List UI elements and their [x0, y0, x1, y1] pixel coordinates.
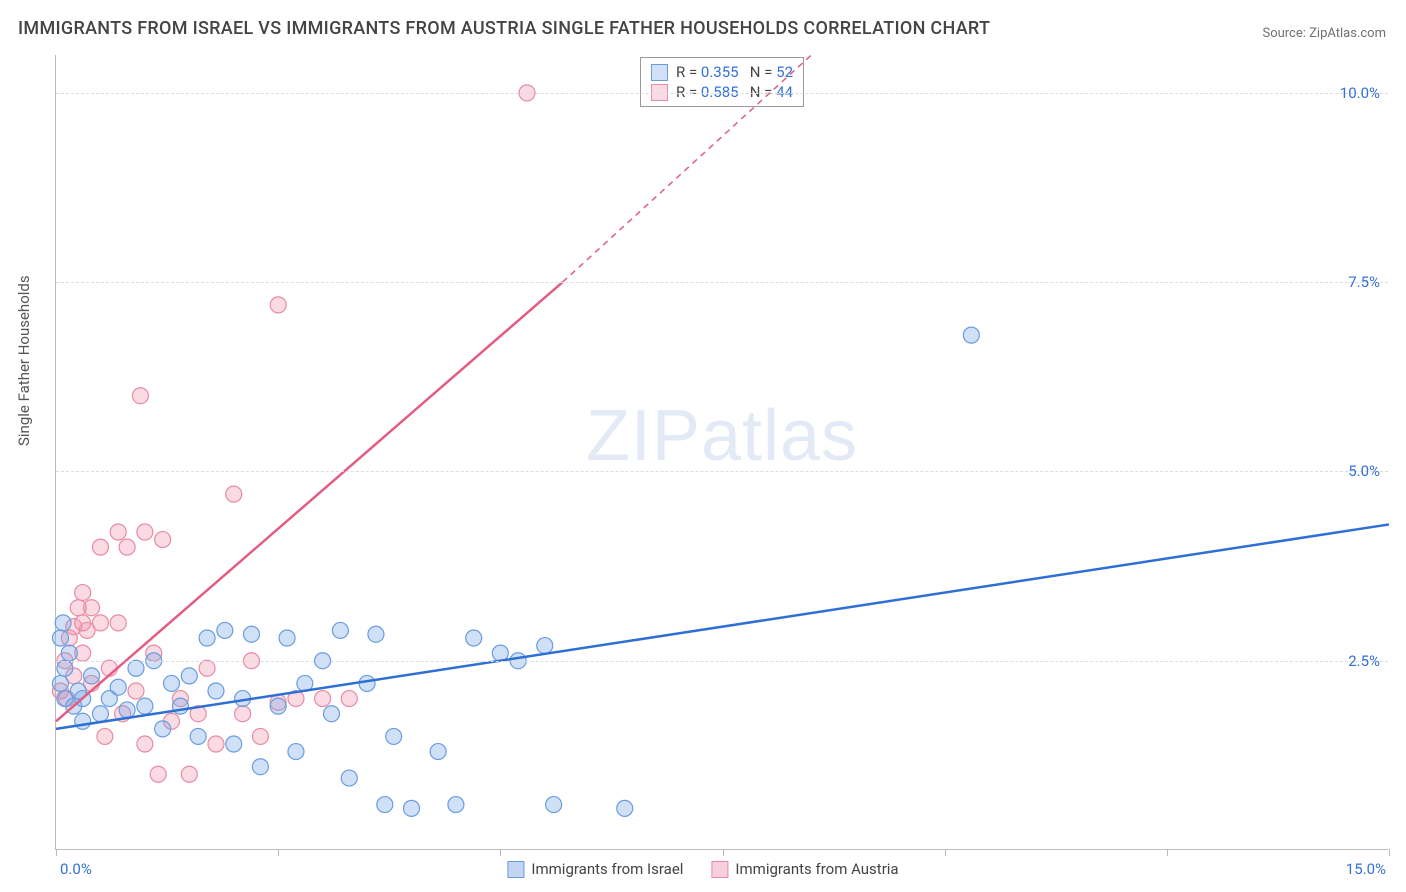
- data-point: [150, 766, 166, 782]
- data-point: [155, 721, 171, 737]
- data-point: [315, 691, 331, 707]
- data-point: [341, 691, 357, 707]
- data-point: [270, 698, 286, 714]
- data-point: [226, 736, 242, 752]
- data-point: [252, 759, 268, 775]
- trend-line-extension: [563, 55, 812, 282]
- legend-swatch: [507, 861, 524, 878]
- data-point: [430, 744, 446, 760]
- data-point: [164, 675, 180, 691]
- data-point: [323, 706, 339, 722]
- data-point: [137, 736, 153, 752]
- data-point: [137, 698, 153, 714]
- data-point: [199, 660, 215, 676]
- data-point: [466, 630, 482, 646]
- data-point: [181, 766, 197, 782]
- x-tick: [500, 849, 501, 856]
- data-point: [217, 622, 233, 638]
- data-point: [270, 297, 286, 313]
- data-point: [84, 668, 100, 684]
- trend-line: [56, 524, 1389, 728]
- data-point: [75, 615, 91, 631]
- legend-item: Immigrants from Austria: [711, 860, 898, 878]
- data-point: [279, 630, 295, 646]
- data-point: [110, 615, 126, 631]
- data-point: [546, 797, 562, 813]
- y-axis-label: Single Father Households: [15, 275, 33, 446]
- trend-line: [56, 282, 563, 721]
- data-point: [963, 327, 979, 343]
- data-point: [226, 486, 242, 502]
- y-tick-label: 5.0%: [1348, 462, 1380, 480]
- data-point: [92, 539, 108, 555]
- data-point: [57, 660, 73, 676]
- data-point: [97, 728, 113, 744]
- x-tick: [723, 849, 724, 856]
- data-point: [199, 630, 215, 646]
- x-tick: [278, 849, 279, 856]
- legend-item: Immigrants from Israel: [507, 860, 683, 878]
- data-point: [52, 675, 68, 691]
- data-point: [155, 532, 171, 548]
- gridline: [56, 471, 1388, 472]
- scatter-plot-svg: [56, 55, 1388, 849]
- data-point: [448, 797, 464, 813]
- legend-swatch: [711, 861, 728, 878]
- data-point: [368, 626, 384, 642]
- data-point: [119, 539, 135, 555]
- gridline: [56, 93, 1388, 94]
- data-point: [52, 630, 68, 646]
- data-point: [110, 524, 126, 540]
- data-point: [181, 668, 197, 684]
- data-point: [386, 728, 402, 744]
- data-point: [244, 626, 260, 642]
- data-point: [537, 638, 553, 654]
- x-tick: [945, 849, 946, 856]
- data-point: [61, 645, 77, 661]
- x-tick: [56, 849, 57, 856]
- gridline: [56, 282, 1388, 283]
- data-point: [359, 675, 375, 691]
- data-point: [288, 744, 304, 760]
- data-point: [128, 660, 144, 676]
- data-point: [137, 524, 153, 540]
- data-point: [377, 797, 393, 813]
- data-point: [75, 585, 91, 601]
- y-tick-label: 2.5%: [1348, 652, 1380, 670]
- data-point: [341, 770, 357, 786]
- data-point: [190, 728, 206, 744]
- data-point: [128, 683, 144, 699]
- data-point: [208, 736, 224, 752]
- y-tick-label: 10.0%: [1340, 84, 1380, 102]
- data-point: [403, 800, 419, 816]
- data-point: [332, 622, 348, 638]
- x-tick-label-min: 0.0%: [60, 860, 92, 878]
- data-point: [208, 683, 224, 699]
- data-point: [110, 679, 126, 695]
- data-point: [92, 615, 108, 631]
- source-label: Source: ZipAtlas.com: [1262, 26, 1386, 41]
- data-point: [84, 600, 100, 616]
- data-point: [55, 615, 71, 631]
- data-point: [132, 388, 148, 404]
- series-legend: Immigrants from Israel Immigrants from Au…: [507, 860, 898, 878]
- x-tick: [1167, 849, 1168, 856]
- x-tick: [1389, 849, 1390, 856]
- gridline: [56, 661, 1388, 662]
- chart-title: IMMIGRANTS FROM ISRAEL VS IMMIGRANTS FRO…: [18, 18, 990, 39]
- chart-plot-area: ZIPatlas R = 0.355 N = 52R = 0.585 N = 4…: [55, 55, 1388, 850]
- y-tick-label: 7.5%: [1348, 273, 1380, 291]
- data-point: [92, 706, 108, 722]
- legend-label: Immigrants from Israel: [531, 860, 683, 878]
- data-point: [119, 702, 135, 718]
- data-point: [235, 706, 251, 722]
- x-tick-label-max: 15.0%: [1346, 860, 1386, 878]
- data-point: [252, 728, 268, 744]
- legend-label: Immigrants from Austria: [735, 860, 898, 878]
- data-point: [617, 800, 633, 816]
